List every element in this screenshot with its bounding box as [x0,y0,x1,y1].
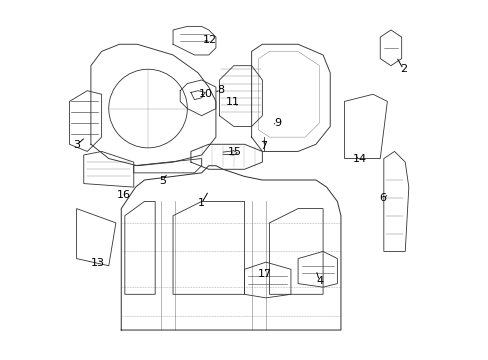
Text: 17: 17 [258,269,272,279]
Text: 5: 5 [159,176,166,186]
Text: 1: 1 [198,198,204,208]
Text: 4: 4 [315,276,323,286]
Text: 8: 8 [217,85,224,95]
Text: 15: 15 [227,147,242,157]
Text: 3: 3 [73,140,80,150]
Text: 11: 11 [225,97,240,107]
Text: 16: 16 [117,190,130,200]
Text: 6: 6 [379,193,386,203]
Text: 9: 9 [273,118,280,128]
Text: 13: 13 [91,258,105,268]
Text: 2: 2 [399,64,406,74]
Text: 14: 14 [352,154,366,164]
Text: 12: 12 [203,35,217,45]
Text: 10: 10 [199,89,212,99]
Text: 7: 7 [260,141,267,151]
